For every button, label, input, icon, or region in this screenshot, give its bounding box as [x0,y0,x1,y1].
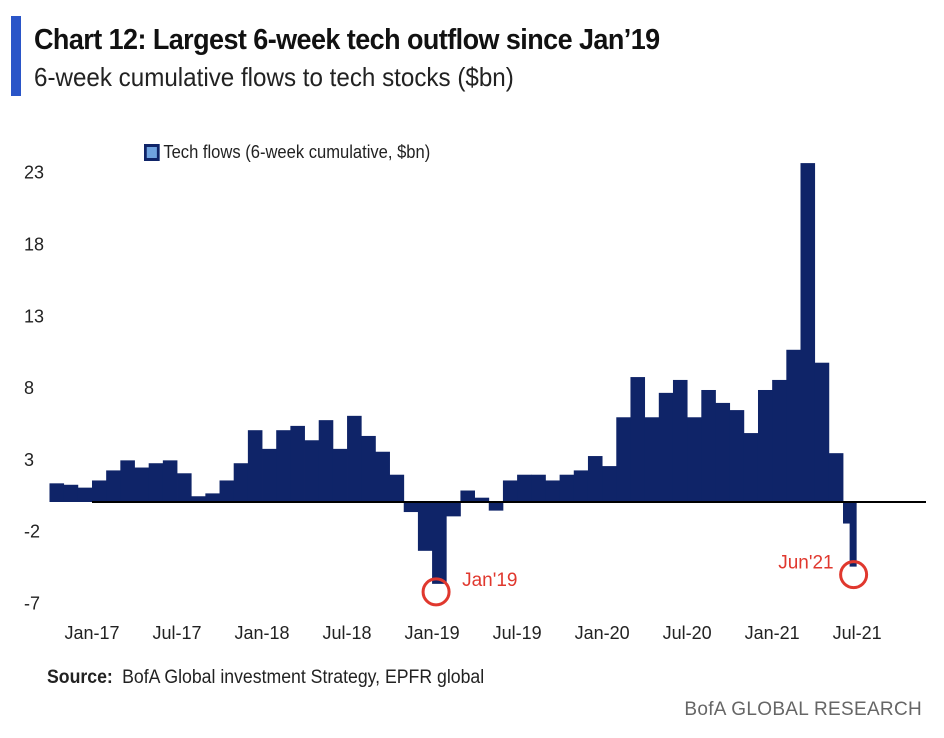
legend: Tech flows (6-week cumulative, $bn) [144,142,430,163]
bar [672,379,688,502]
bar [347,415,362,502]
bar [517,474,532,502]
bar [573,470,589,502]
bar [205,493,220,502]
bar [743,433,759,502]
x-tick-label: Jan-19 [405,623,460,643]
x-tick-label: Jul-20 [663,623,712,643]
source-note: Source: BofA Global investment Strategy, … [47,667,484,689]
y-tick-label: -7 [24,594,40,614]
chart-title: Chart 12: Largest 6-week tech outflow si… [34,24,660,56]
bar [304,440,320,502]
x-tick-label: Jan-18 [235,623,290,643]
chart-subtitle: 6-week cumulative flows to tech stocks (… [34,62,514,92]
y-tick-label: 8 [24,378,34,398]
x-tick-label: Jul-18 [323,623,372,643]
annotation-label: Jun'21 [778,553,833,574]
bar [474,497,490,502]
bar [786,349,801,502]
bar [148,463,164,502]
y-tick-label: 3 [24,450,34,470]
x-tick-label: Jul-19 [493,623,542,643]
bar [276,430,291,502]
y-tick-label: 18 [24,235,44,255]
bar [559,474,575,502]
bar [715,402,731,502]
bar [531,474,546,502]
bar [701,389,716,502]
bar [488,502,504,511]
bar [134,467,150,502]
bar [658,392,674,502]
bar [843,502,851,524]
bar [432,502,447,584]
x-tick-label: Jul-17 [153,623,202,643]
bar [460,490,475,502]
bar [49,483,65,502]
bar [318,420,334,502]
y-tick-label: -2 [24,522,40,542]
y-tick-label: 13 [24,306,44,326]
bar [262,448,277,502]
bar [162,460,178,502]
bar [849,502,857,567]
bar [77,487,93,502]
annotation-circle [421,577,451,607]
x-tick-label: Jan-20 [575,623,630,643]
bar [332,448,348,502]
source-label: Source: [47,667,113,688]
bar [545,480,561,502]
bar [375,451,390,502]
bar [219,480,235,502]
bar [814,362,830,502]
bar [757,389,773,502]
source-text: BofA Global investment Strategy, EPFR gl… [122,667,485,688]
bar [729,410,745,502]
bar [191,496,206,502]
bar [403,502,419,513]
y-tick-label: 23 [24,163,44,183]
bar [389,474,405,502]
bar [587,456,603,502]
bar [687,417,702,502]
bar [290,425,305,502]
bar [247,430,263,502]
bar [616,417,631,502]
bar [446,502,461,517]
bar [120,460,135,502]
x-tick-label: Jul-21 [833,623,882,643]
bar [800,163,816,502]
legend-label: Tech flows (6-week cumulative, $bn) [163,142,431,162]
annotation-circle [839,560,869,590]
bar [417,502,433,551]
accent-bar [11,16,21,96]
bar [630,377,646,502]
bar [63,484,79,502]
bar [92,480,107,502]
bar [177,473,192,502]
bar [772,379,787,502]
bar [361,435,376,502]
legend-swatch [144,144,160,161]
bar [106,470,121,502]
bar [644,417,660,502]
bar [502,480,518,502]
bar [602,466,617,502]
bar [828,453,844,502]
x-tick-label: Jan-17 [64,623,119,643]
annotation-label: Jan'19 [462,570,517,591]
x-tick-label: Jan-21 [745,623,800,643]
brand-label: BofA GLOBAL RESEARCH [684,699,922,720]
bar [233,463,249,502]
